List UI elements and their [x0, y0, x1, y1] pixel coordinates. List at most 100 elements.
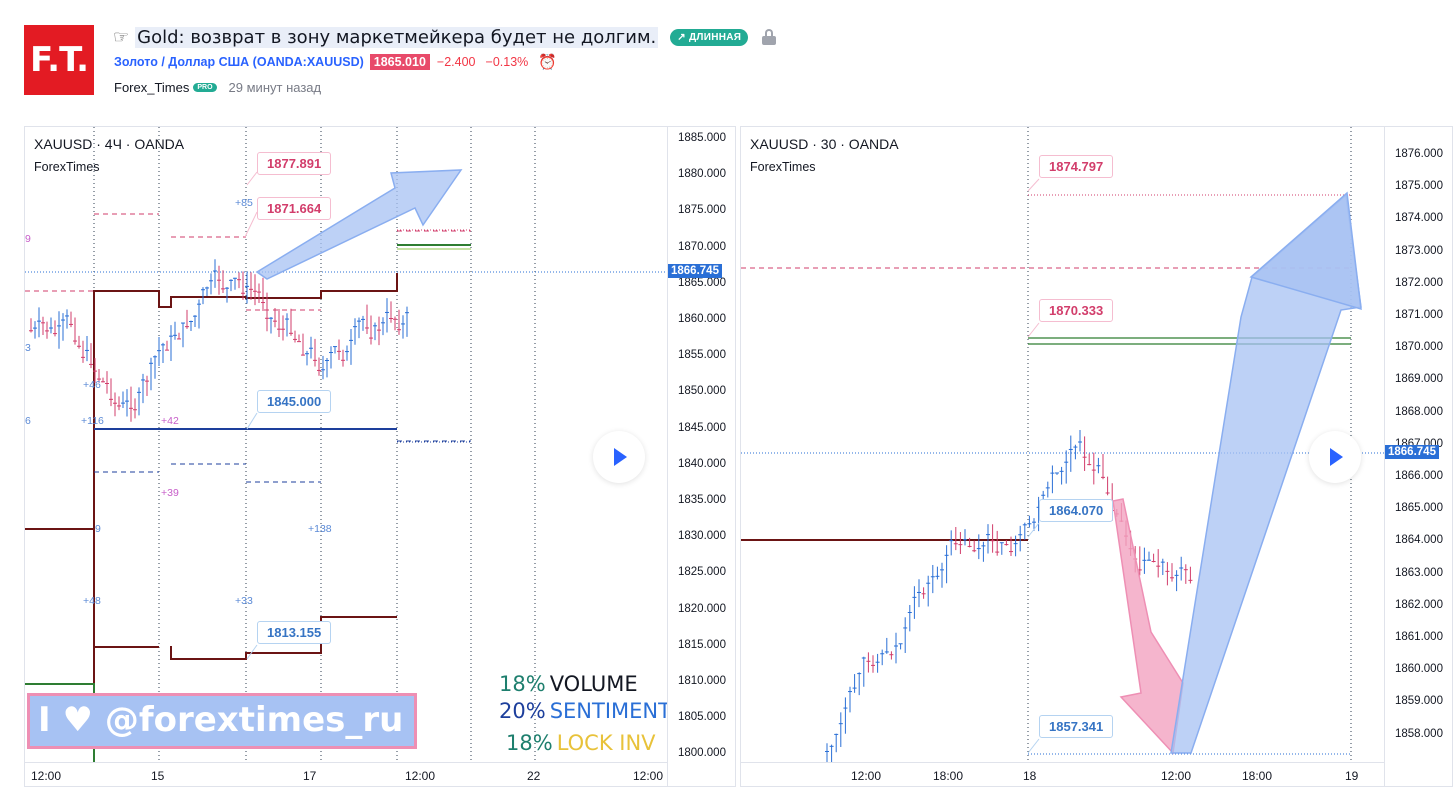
volume-annotation: +46	[83, 379, 101, 391]
stat-lock-pct: 18%	[506, 731, 553, 755]
chart-30m[interactable]: XAUUSD · 30 · OANDA ForexTimes 1874.797 …	[740, 126, 1453, 787]
stat-sentiment-pct: 20%	[499, 699, 546, 723]
chart-4h[interactable]: XAUUSD · 4Ч · OANDA ForexTimes 1877.891 …	[24, 126, 736, 787]
price-tick-label: 1863.000	[1395, 566, 1443, 579]
price-tick-label: 1874.000	[1395, 212, 1443, 225]
volume-annotation: +138	[308, 523, 332, 535]
price-tick-label: 1800.000	[678, 747, 726, 760]
price-tick-label: 1835.000	[678, 494, 726, 506]
time-tick-label: 12:00	[405, 769, 436, 783]
price-tick-label: 1865.000	[1395, 502, 1443, 515]
play-replay-button[interactable]	[1309, 431, 1361, 483]
volume-annotation: 3	[25, 342, 31, 354]
time-tick-label: 22	[527, 769, 541, 783]
volume-annotation: +33	[235, 595, 253, 607]
volume-annotation: +39	[161, 487, 179, 499]
author-logo[interactable]: F.T.	[24, 25, 94, 95]
price-tick-label: 1825.000	[678, 566, 726, 579]
price-tick-label: 1870.000	[678, 240, 726, 253]
price-tick-label: 1872.000	[1395, 276, 1443, 289]
price-tick-label: 1810.000	[678, 675, 726, 687]
time-tick-label: 12:00	[851, 769, 882, 783]
price-tick-label: 1873.000	[1395, 244, 1443, 257]
pointing-hand-icon: ☞	[113, 26, 130, 47]
price-tick-label: 1875.000	[1395, 180, 1443, 193]
current-price: 1865.010	[369, 54, 430, 70]
price-tick-label: 1850.000	[678, 385, 726, 398]
chart-4h-legend[interactable]: XAUUSD · 4Ч · OANDA	[34, 136, 185, 152]
time-tick-label: 15	[151, 769, 165, 783]
time-tick-label: 18:00	[1242, 769, 1273, 783]
channel-watermark: I ♥ @forextimes_ru	[27, 693, 417, 749]
time-tick-label: 17	[303, 769, 317, 783]
author-name-link[interactable]: Forex_Times	[114, 79, 190, 95]
price-tick-label: 1805.000	[678, 711, 726, 724]
price-tick-label: 1840.000	[678, 457, 726, 470]
price-tick-label: 1885.000	[678, 132, 726, 144]
price-tick-label: 1880.000	[678, 168, 726, 181]
volume-annotation: +85	[235, 197, 253, 209]
price-tick-label: 1855.000	[678, 349, 726, 362]
price-tick-label: 1875.000	[678, 204, 726, 217]
volume-annotation: +42	[161, 415, 179, 427]
long-direction-badge: ↗ ДЛИННАЯ	[670, 28, 749, 46]
price-label-1871: 1871.664	[257, 197, 332, 220]
watermark-prefix: I	[38, 700, 51, 740]
price-tick-label: 1820.000	[678, 602, 726, 615]
volume-annotation: +48	[83, 595, 101, 607]
stat-lock-inv: 18% LOCK INV	[506, 731, 656, 755]
price-tick-label: 1865.000	[678, 276, 726, 289]
stat-volume: 18% VOLUME	[499, 672, 638, 696]
idea-title-row: ☞ Gold: возврат в зону маркетмейкера буд…	[113, 25, 777, 49]
price-change-percent: −0.13%	[485, 55, 529, 69]
price-tick-label: 1869.000	[1395, 373, 1443, 386]
symbol-link[interactable]: Золото / Доллар США (OANDA:XAUUSD)	[114, 55, 364, 69]
chart-30m-plot[interactable]	[741, 127, 1384, 764]
pro-badge: PRO	[193, 82, 217, 92]
time-axis-30m[interactable]: 12:00 18:00 18 12:00 18:00 19	[741, 762, 1384, 786]
price-scale-30m[interactable]: 1858.000 1859.000 1860.000 1861.000 1862.000…	[1384, 127, 1452, 786]
last-price-tag: 1866.745	[668, 264, 722, 278]
price-label-1813: 1813.155	[257, 621, 332, 644]
price-tick-label: 1868.000	[1395, 405, 1443, 418]
time-axis-4h[interactable]: 12:00 15 17 12:00 22 12:00	[25, 762, 667, 786]
time-tick-label: 12:00	[31, 769, 62, 783]
price-tick-label: 1859.000	[1395, 695, 1443, 708]
price-tick-label: 1858.000	[1395, 727, 1443, 740]
stat-volume-pct: 18%	[499, 672, 546, 696]
play-icon	[614, 448, 627, 466]
chart-30m-legend[interactable]: XAUUSD · 30 · OANDA	[750, 136, 899, 152]
idea-title: Gold: возврат в зону маркетмейкера будет…	[135, 26, 659, 48]
chart-4h-plot[interactable]	[25, 127, 667, 764]
published-time: 29 минут назад	[228, 79, 322, 95]
price-tick-label: 1845.000	[678, 421, 726, 434]
price-label-1870: 1870.333	[1039, 299, 1114, 322]
price-label-1864: 1864.070	[1039, 499, 1114, 522]
stat-volume-label: VOLUME	[549, 672, 638, 696]
volume-annotation: 9	[95, 523, 101, 535]
time-tick-label: 19	[1345, 769, 1359, 783]
price-tick-label: 1876.000	[1395, 148, 1443, 160]
price-tick-label: 1862.000	[1395, 598, 1443, 611]
last-price-tag: 1866.745	[1385, 445, 1439, 459]
play-icon	[1330, 448, 1343, 466]
symbol-row: Золото / Доллар США (OANDA:XAUUSD) 1865.…	[114, 53, 557, 71]
price-tick-label: 1830.000	[678, 530, 726, 543]
add-alert-icon[interactable]: ⏰	[538, 54, 557, 71]
price-tick-label: 1860.000	[1395, 663, 1443, 676]
price-label-1845: 1845.000	[257, 390, 332, 413]
price-tick-label: 1861.000	[1395, 631, 1443, 643]
price-tick-label: 1815.000	[678, 638, 726, 651]
lock-icon	[762, 29, 777, 45]
time-tick-label: 18	[1023, 769, 1037, 783]
price-scale-4h[interactable]: 1800.000 1805.000 1810.000 1815.000 1820.000…	[667, 127, 735, 786]
play-replay-button[interactable]	[593, 431, 645, 483]
time-tick-label: 12:00	[1161, 769, 1192, 783]
volume-annotation: 9	[25, 233, 31, 245]
stat-sentiment: 20% SENTIMENT	[499, 699, 671, 723]
stat-sentiment-label: SENTIMENT	[549, 699, 671, 723]
heart-icon: ♥	[62, 700, 93, 740]
price-label-1874: 1874.797	[1039, 155, 1114, 178]
volume-annotation: +116	[81, 415, 104, 427]
chart-30m-indicator-label: ForexTimes	[750, 160, 816, 174]
